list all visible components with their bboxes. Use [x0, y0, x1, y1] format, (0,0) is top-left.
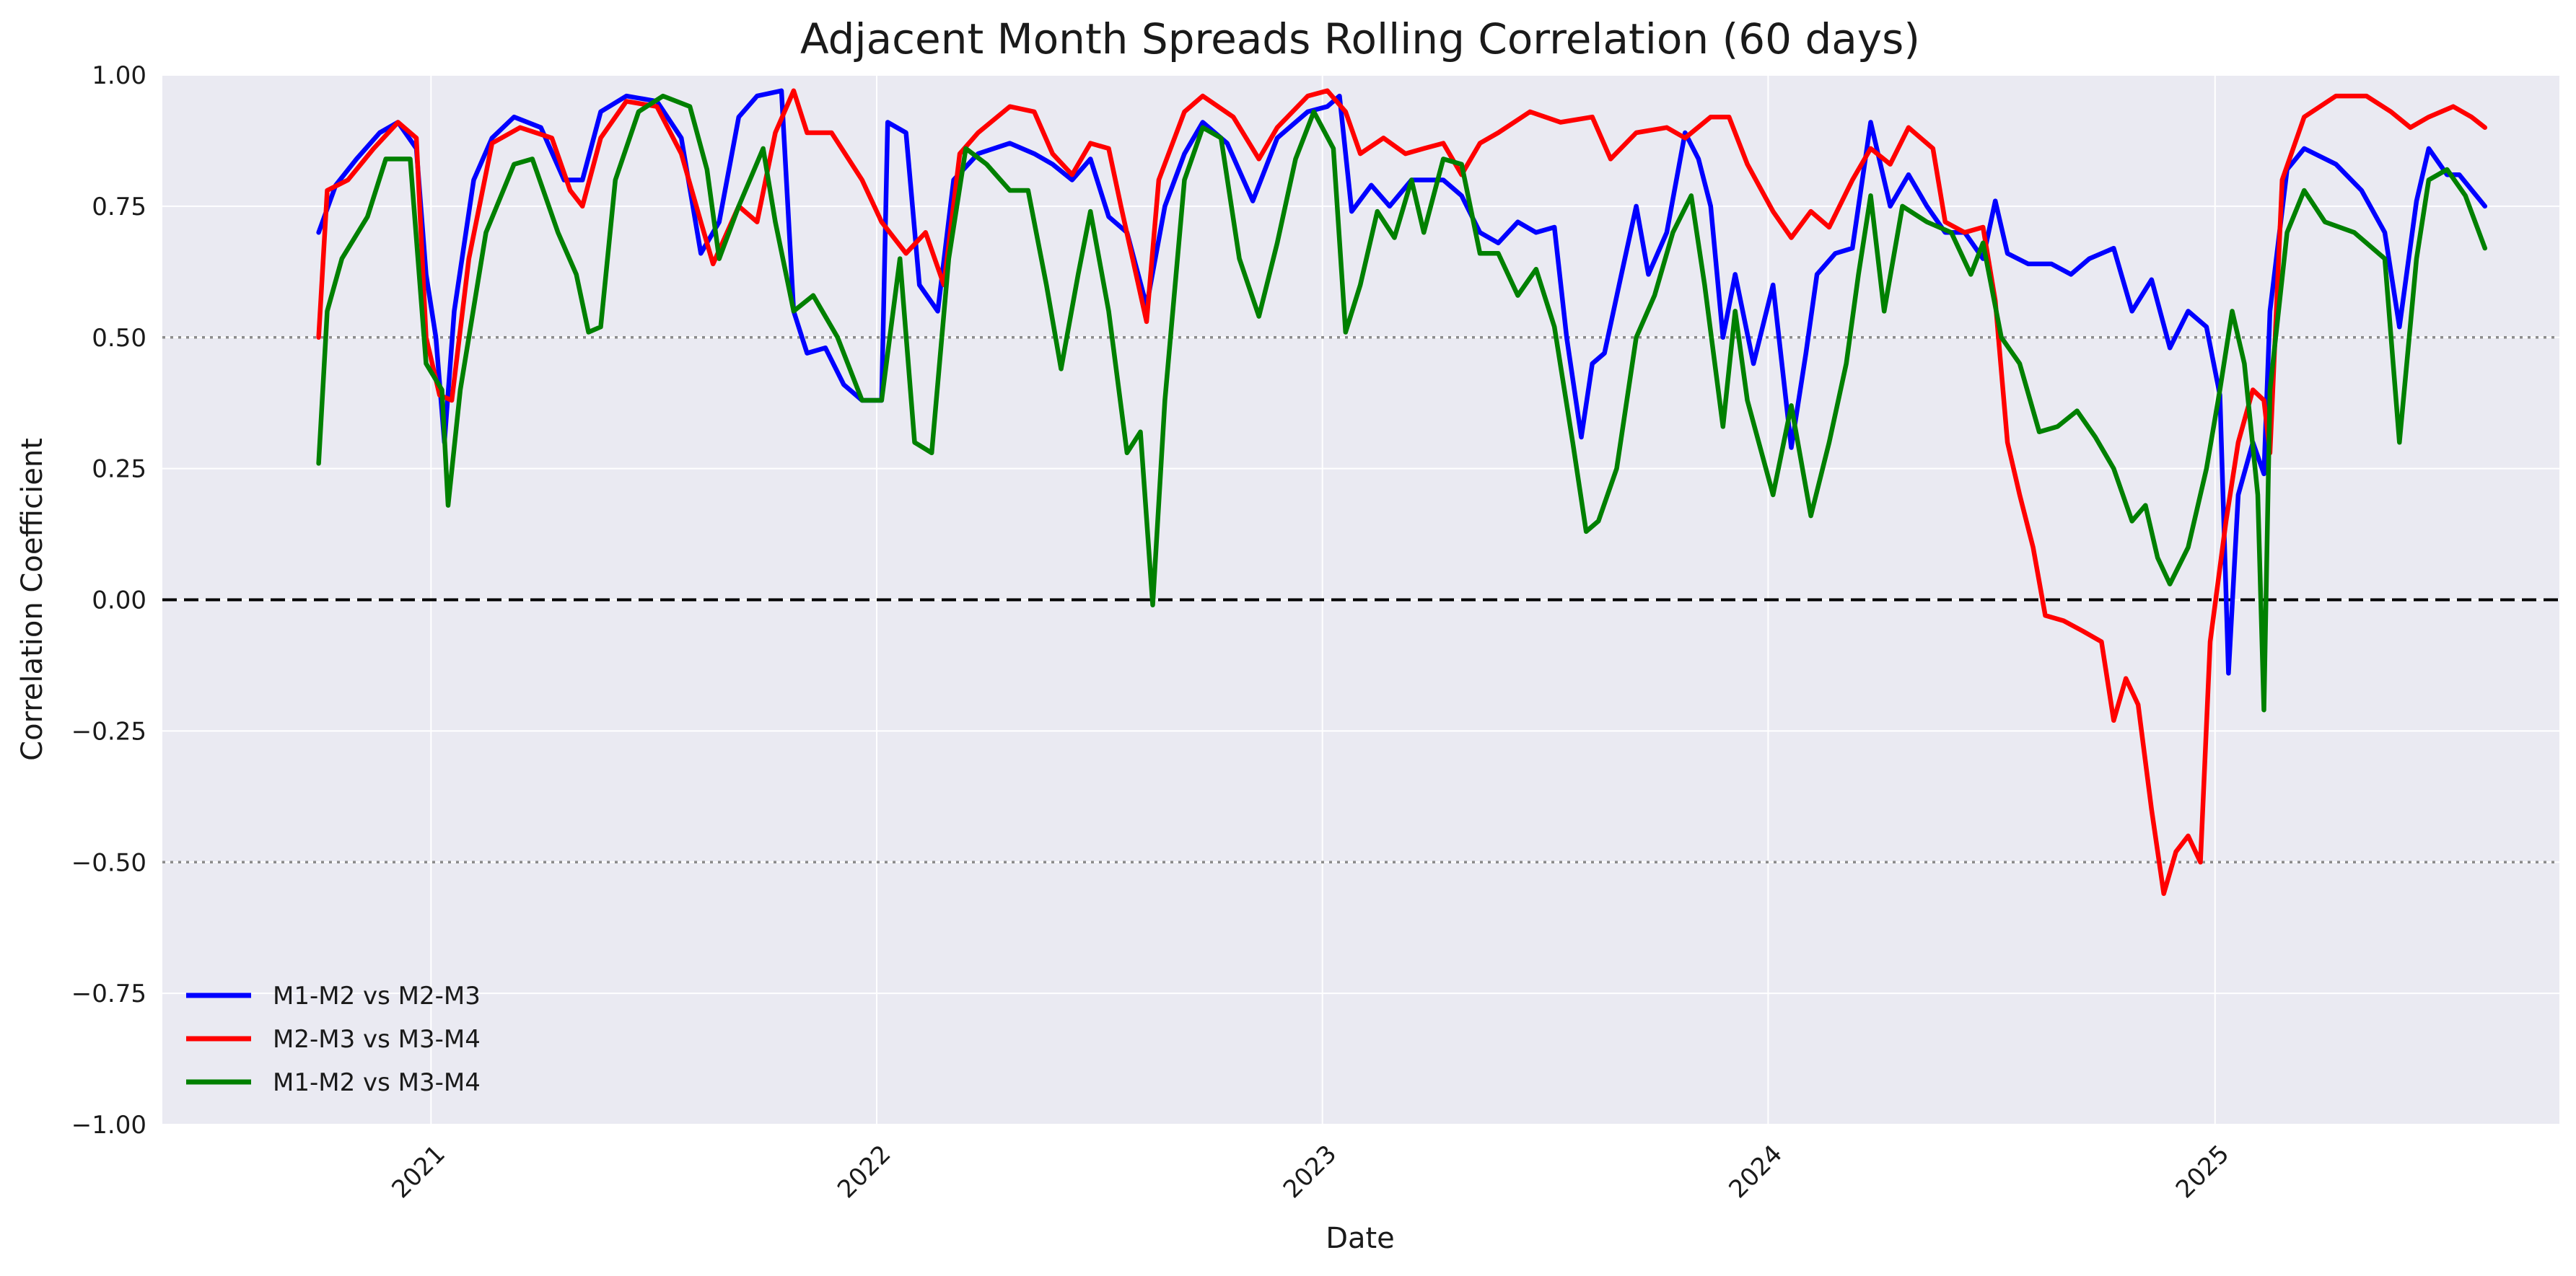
legend: M1-M2 vs M2-M3 M2-M3 vs M3-M4 M1-M2 vs M… [186, 982, 481, 1097]
y-axis: −1.00 −0.75 −0.50 −0.25 0.00 0.25 0.50 0.75 1.00 [71, 61, 146, 1140]
y-tick-label: −0.25 [71, 717, 146, 746]
y-tick-label: −1.00 [71, 1111, 146, 1140]
x-axis-label: Date [1326, 1222, 1395, 1255]
legend-label-1: M2-M3 vs M3-M4 [273, 1025, 481, 1054]
chart-title: Adjacent Month Spreads Rolling Correlati… [800, 14, 1920, 63]
y-tick-label: 0.00 [92, 586, 146, 615]
reference-lines [162, 336, 2559, 863]
series-line-2 [316, 93, 2488, 713]
y-tick-label: −0.50 [71, 848, 146, 877]
y-tick-label: −0.75 [71, 980, 146, 1008]
y-tick-label: 0.75 [92, 193, 146, 221]
y-tick-label: 0.25 [92, 455, 146, 484]
legend-label-0: M1-M2 vs M2-M3 [273, 982, 481, 1011]
legend-label-2: M1-M2 vs M3-M4 [273, 1068, 481, 1097]
y-tick-label: 0.50 [92, 324, 146, 353]
series-line-0 [316, 88, 2488, 676]
series-layer [316, 88, 2488, 897]
y-axis-label: Correlation Coefficient [16, 438, 49, 761]
y-tick-label: 1.00 [92, 61, 146, 90]
